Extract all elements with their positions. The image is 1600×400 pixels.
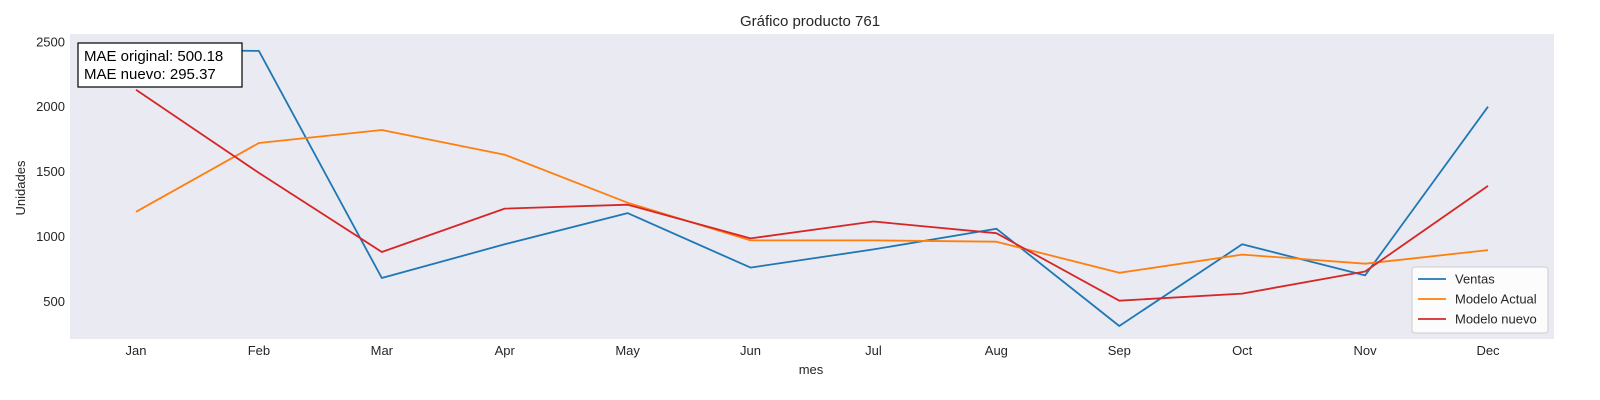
x-tick-label: Jun (740, 343, 761, 358)
series-lines (135, 48, 1489, 327)
series-line-modelo-actual (135, 129, 1489, 274)
legend-label: Ventas (1455, 272, 1495, 287)
x-tick-label: Sep (1108, 343, 1131, 358)
legend-label: Modelo nuevo (1455, 312, 1537, 327)
chart-title: Gráfico producto 761 (740, 13, 880, 30)
plot-area (70, 34, 1554, 339)
mae-nuevo-text: MAE nuevo: 295.37 (84, 66, 216, 83)
x-tick-label: May (615, 343, 640, 358)
x-tick-label: Jan (126, 343, 147, 358)
x-tick-label: Feb (248, 343, 270, 358)
x-tick-label: Mar (371, 343, 394, 358)
y-axis-title: Unidades (13, 160, 28, 215)
series-line-ventas (135, 48, 1489, 327)
x-tick-label: Aug (985, 343, 1008, 358)
mae-original-text: MAE original: 500.18 (84, 48, 223, 65)
y-tick-label: 1000 (36, 229, 65, 244)
x-tick-label: Oct (1232, 343, 1253, 358)
x-tick-label: Apr (495, 343, 516, 358)
annotation-frame (77, 42, 243, 88)
x-tick-label: Nov (1354, 343, 1378, 358)
x-tick-label: Jul (865, 343, 882, 358)
y-tick-label: 2500 (36, 34, 65, 49)
x-axis-title: mes (799, 362, 824, 377)
legend-label: Modelo Actual (1455, 292, 1537, 307)
legend: Ventas Modelo Actual Modelo nuevo (1411, 266, 1549, 334)
y-axis: 500 1000 1500 2000 2500 (36, 34, 65, 309)
series-line-modelo-nuevo (135, 89, 1489, 302)
y-tick-label: 500 (43, 294, 65, 309)
mae-annotation-box: MAE original: 500.18 MAE nuevo: 295.37 (77, 42, 243, 88)
x-axis: Jan Feb Mar Apr May Jun Jul Aug Sep Oct Nov Dec (126, 343, 1501, 358)
y-tick-label: 2000 (36, 99, 65, 114)
legend-frame (1411, 266, 1549, 334)
x-tick-label: Dec (1476, 343, 1500, 358)
y-tick-label: 1500 (36, 164, 65, 179)
